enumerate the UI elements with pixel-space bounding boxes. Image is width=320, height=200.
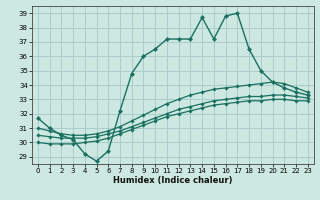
X-axis label: Humidex (Indice chaleur): Humidex (Indice chaleur)	[113, 176, 233, 185]
